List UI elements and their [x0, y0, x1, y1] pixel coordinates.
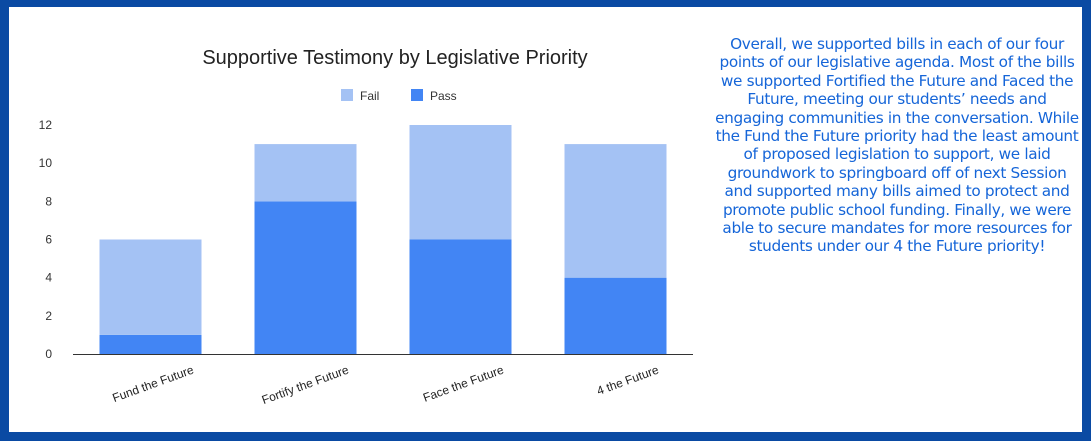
- x-category-label: Face the Future: [421, 363, 506, 405]
- y-axis: 0 2 4 6 8 10 12: [39, 118, 53, 361]
- bars: [99, 125, 667, 354]
- x-category-label: 4 the Future: [595, 363, 661, 398]
- legend-label-pass: Pass: [430, 89, 457, 103]
- y-tick-label: 2: [45, 309, 52, 323]
- chart-title: Supportive Testimony by Legislative Prio…: [202, 47, 587, 69]
- x-axis: Fund the Future Fortify the Future Face th…: [73, 354, 693, 408]
- summary-text: Overall, we supported bills in each of o…: [715, 35, 1079, 256]
- bar-fail-1: [99, 239, 202, 335]
- x-category-label: Fortify the Future: [260, 363, 351, 408]
- bar-pass-1: [99, 334, 202, 354]
- chart: Supportive Testimony by Legislative Prio…: [13, 11, 703, 432]
- x-category-label: Fund the Future: [110, 363, 195, 405]
- legend: Fail Pass: [341, 89, 457, 103]
- y-tick-label: 0: [45, 347, 52, 361]
- y-tick-label: 10: [39, 156, 53, 170]
- bar-pass-2: [254, 201, 357, 354]
- stacked-bar-chart: Supportive Testimony by Legislative Prio…: [39, 47, 693, 408]
- y-tick-label: 8: [45, 194, 52, 208]
- bar-fail-4: [564, 144, 667, 278]
- y-tick-label: 6: [45, 233, 52, 247]
- bar-fail-2: [254, 144, 357, 202]
- legend-swatch-fail: [341, 89, 353, 101]
- bar-pass-4: [564, 277, 667, 354]
- bar-fail-3: [409, 125, 512, 240]
- y-tick-label: 12: [39, 118, 53, 132]
- legend-swatch-pass: [411, 89, 423, 101]
- legend-label-fail: Fail: [360, 89, 379, 103]
- bar-pass-3: [409, 239, 512, 354]
- y-tick-label: 4: [45, 271, 52, 285]
